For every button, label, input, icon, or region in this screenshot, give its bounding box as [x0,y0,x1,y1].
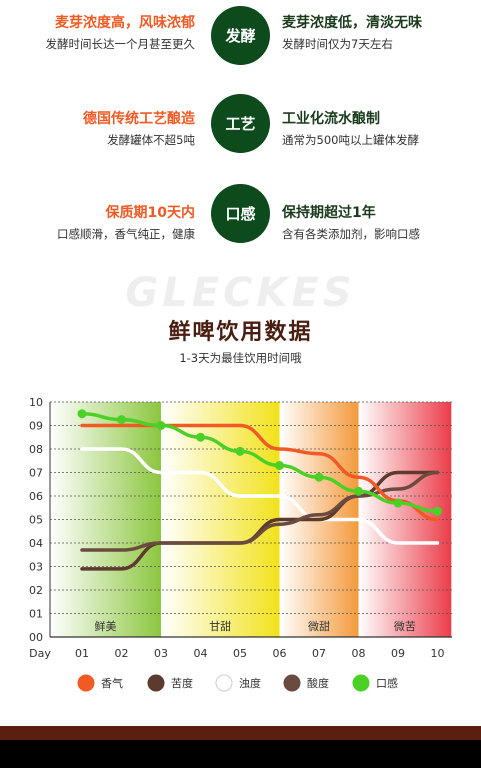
legend-label: 酸度 [307,676,329,690]
phase-label: 微苦 [394,619,416,633]
y-tick-label: 07 [29,467,43,480]
x-tick-label: 02 [115,647,129,660]
legend-label: 浊度 [239,676,261,690]
y-tick-label: 01 [29,608,43,621]
y-tick-label: 10 [29,396,43,409]
brand-watermark: GLECKES [125,270,356,316]
bottom-bar [0,740,481,768]
y-tick-label: 05 [29,514,43,527]
legend-swatch [147,674,165,692]
legend-swatch [283,674,301,692]
x-tick-label: 08 [352,647,366,660]
x-axis-label: Day [29,647,51,660]
y-tick-label: 00 [29,631,43,644]
x-tick-label: 05 [233,647,247,660]
industrial-title: 工业化流水酿制 [282,111,380,127]
y-tick-label: 04 [29,537,43,550]
data-point [77,409,87,419]
data-point [275,460,284,470]
series-line-3 [80,470,440,552]
x-tick-label: 04 [194,647,208,660]
legend-label: 口感 [376,677,398,690]
industrial-sub: 含有各类添加剂，影响口感 [282,227,420,241]
data-point [433,506,442,516]
data-point [196,432,205,442]
y-tick-label: 03 [29,561,43,574]
industrial-title: 保持期超过1年 [282,205,376,221]
traditional-title: 麦芽浓度高，风味浓郁 [55,15,195,31]
data-point [354,486,363,496]
series-line-4 [80,412,440,514]
chart-title: 鲜啤饮用数据 [168,320,313,345]
phase-label: 鲜美 [95,619,117,633]
traditional-sub: 发酵时间长达一个月甚至更久 [45,37,196,51]
industrial-title: 麦芽浓度低，清淡无味 [282,15,422,31]
legend-swatch [352,674,370,692]
data-point [314,472,324,482]
comparison-row-craft: 德国传统工艺酿造 发酵罐体不超5吨 工艺 工业化流水酿制 通常为500吨以上罐体… [0,94,481,162]
badge-fermentation: 发酵 [211,6,270,65]
phase-label: 微甜 [308,619,330,633]
x-tick-label: 01 [75,647,89,660]
chart-subtitle: 1-3天为最佳饮用时间哦 [179,351,302,365]
x-tick-label: 07 [312,647,326,660]
industrial-sub: 通常为500吨以上罐体发酵 [282,133,419,147]
traditional-title: 保质期10天内 [105,205,195,221]
y-tick-label: 09 [29,420,43,433]
data-point [235,446,245,456]
traditional-title: 德国传统工艺酿造 [83,111,195,127]
phase-label: 甘甜 [209,620,231,633]
traditional-sub: 口感顺滑，香气纯正，健康 [57,227,195,241]
data-point [393,498,403,508]
x-tick-label: 09 [391,647,405,660]
legend-label: 苦度 [171,676,193,690]
y-tick-label: 02 [29,584,43,597]
data-point [117,415,126,425]
badge-taste: 口感 [211,184,270,243]
comparison-row-fermentation: 麦芽浓度高，风味浓郁 发酵时间长达一个月甚至更久 发酵 麦芽浓度低，清淡无味 发… [0,6,481,74]
legend-swatch [215,674,233,692]
industrial-sub: 发酵时间仅为7天左右 [282,37,393,51]
y-tick-label: 06 [29,490,43,503]
x-tick-label: 10 [431,647,445,660]
series-line-2 [80,447,440,545]
freshness-line-chart: 鲜美 甘甜 微甜 微苦 00 01 02 03 04 05 06 07 08 09 10 Day 01 02 03 0… [29,396,452,692]
x-tick-label: 06 [273,647,287,660]
bottom-band [0,726,481,740]
x-tick-label: 03 [154,647,168,660]
badge-craft: 工艺 [211,94,270,153]
data-point [156,421,166,430]
y-tick-label: 08 [29,443,43,456]
comparison-row-taste: 保质期10天内 口感顺滑，香气纯正，健康 口感 保持期超过1年 含有各类添加剂，… [0,184,481,252]
legend-label: 香气 [101,676,123,690]
legend-swatch [77,674,95,692]
traditional-sub: 发酵罐体不超5吨 [107,133,195,147]
